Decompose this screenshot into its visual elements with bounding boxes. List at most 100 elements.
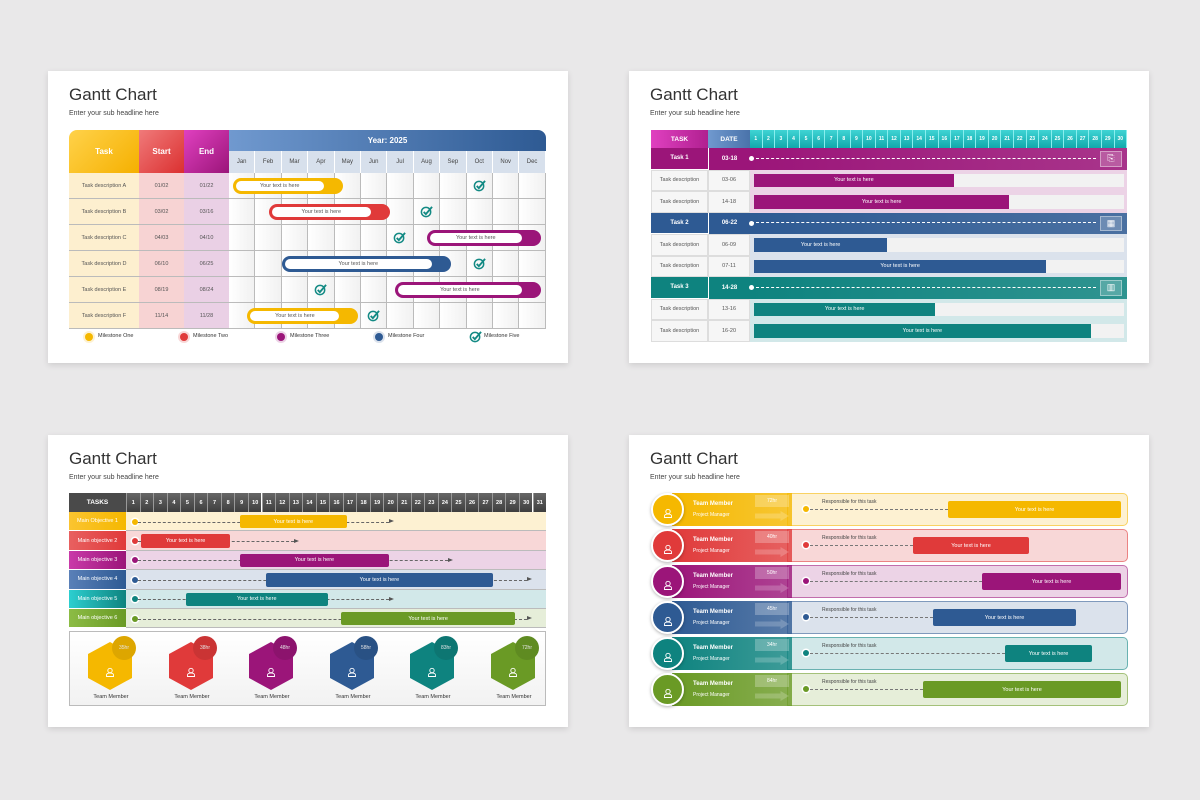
dashed-line [810,509,948,510]
grid-cell [281,225,309,251]
person-icon [266,664,276,677]
milestone-check-icon [473,179,487,193]
date-cell: 07-11 [708,255,750,277]
grid-cell [493,251,520,277]
objective-bar[interactable]: Your text is here [239,553,389,568]
day-header: 11 [261,493,276,512]
grid-cell [440,173,467,199]
milestone-dot-icon [85,333,93,341]
day-header: 2 [762,130,776,148]
progress-bar[interactable]: Your text is here [754,173,954,187]
progress-bar[interactable]: Your text is here [754,238,888,252]
bar-chart-icon[interactable]: ▥ [1100,280,1122,296]
end-cell: 03/16 [184,199,229,225]
day-header: 12 [275,493,289,512]
arrow-head-icon [294,538,300,543]
task-bar[interactable]: Your text is here [427,230,541,246]
day-header: 16 [329,493,343,512]
timeline-start-dot [132,596,138,603]
legend-label: Milestone Three [290,333,330,339]
tasks-header: TASKS [69,493,126,512]
progress-bar[interactable]: Your text is here [754,259,1047,273]
day-header: 10 [863,130,876,148]
timeline-dot [803,542,809,548]
task-bar[interactable]: Your text is here [933,609,1076,626]
member-role: Project Manager [693,512,730,518]
member-band [672,601,792,634]
task-bar[interactable]: Your text is here [982,573,1121,590]
slide-subtitle: Enter your sub headline here [69,110,159,117]
day-header: 29 [505,493,519,512]
member-name: Team Member [693,573,733,579]
hours-badge: 34hr [755,639,789,651]
milestone-check-icon [473,257,487,271]
group-date: 06-22 [708,212,750,234]
day-header: 13 [288,493,303,512]
objective-bar[interactable]: Your text is here [140,534,231,548]
milestone-check-icon [314,283,328,297]
task-cell: Task description [651,320,708,342]
team-member-label: Team Member [174,694,210,700]
hours-badge: 83hr [434,636,458,660]
objective-bar[interactable]: Your text is here [265,573,494,587]
date-cell: 13-16 [708,298,750,320]
slide-gantt-team: Gantt Chart Enter your sub headline here… [629,435,1149,727]
arrow-right-icon [755,547,789,557]
member-band [672,565,792,598]
objective-label: Main objective 4 [69,570,126,590]
end-cell: 04/10 [184,225,229,251]
grid-cell [387,173,414,199]
objective-bar[interactable]: Your text is here [239,515,347,529]
calendar-icon[interactable]: ▦ [1100,215,1122,231]
task-bar[interactable]: Your text is here [281,256,451,272]
grid-cell [387,303,414,329]
hours-badge: 84hr [755,675,789,687]
person-icon [508,664,518,677]
timeline-start-dot [132,518,138,525]
task-bar[interactable]: Your text is here [923,681,1121,698]
end-cell: 01/22 [184,173,229,199]
day-header: 31 [532,493,547,512]
progress-bar[interactable]: Your text is here [754,195,1010,209]
person-icon [663,685,673,698]
progress-bar[interactable]: Your text is here [754,302,936,316]
day-header: 6 [812,130,826,148]
task-bar[interactable]: Your text is here [268,204,391,220]
slide-title: Gantt Chart [69,449,157,468]
task-bar[interactable]: Your text is here [395,282,541,298]
milestone-dot-icon [277,333,285,341]
task-bar[interactable]: Your text is here [948,501,1121,518]
day-header: 16 [938,130,952,148]
day-header: 1 [750,130,763,148]
task-bar[interactable]: Your text is here [1005,645,1092,662]
person-icon [663,505,673,518]
person-icon [105,664,115,677]
day-header: 2 [139,493,154,512]
day-header: 22 [410,493,425,512]
day-header: 25 [451,493,465,512]
member-name: Team Member [693,609,733,615]
member-role: Project Manager [693,548,730,554]
task-bar[interactable]: Your text is here [232,178,343,194]
progress-bar[interactable]: Your text is here [754,324,1091,338]
grid-cell [334,225,361,251]
grid-cell [493,173,520,199]
objective-bar[interactable]: Your text is here [341,612,515,626]
day-header: 27 [1076,130,1090,148]
group-name: Task 2 [651,212,708,234]
objective-label: Main objective 2 [69,531,126,551]
slide-title: Gantt Chart [650,449,738,468]
task-bar[interactable]: Your text is here [913,537,1029,554]
grid-cell [440,251,467,277]
task-header: TASK [651,130,708,148]
objective-bar[interactable]: Your text is here [185,592,328,606]
day-header: 20 [383,493,397,512]
grid-cell [519,251,546,277]
grid-cell [413,173,441,199]
task-bar-label: Your text is here [271,207,372,217]
document-search-icon[interactable]: ⎘ [1100,151,1122,167]
day-header: 4 [166,493,181,512]
slide-title: Gantt Chart [69,85,157,104]
task-bar[interactable]: Your text is here [247,308,359,324]
progress-track: Your text is here [750,169,1127,191]
